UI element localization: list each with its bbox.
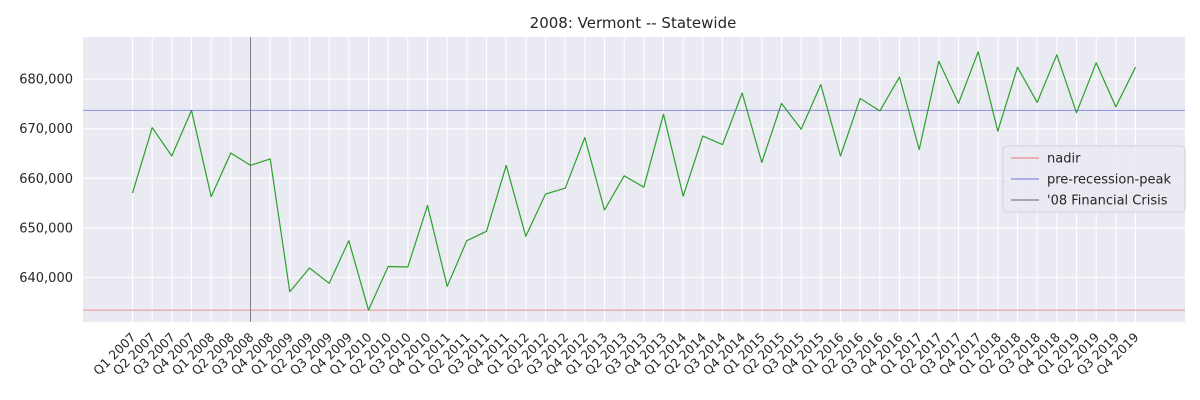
y-tick-label: 640,000 — [19, 271, 73, 286]
y-tick-label: 650,000 — [19, 221, 73, 236]
series-line — [131, 51, 1137, 311]
legend-label: pre-recession-peak — [1047, 173, 1171, 188]
y-tick-label: 670,000 — [19, 122, 73, 137]
y-tick-label: 680,000 — [19, 73, 73, 88]
legend-box — [1002, 145, 1186, 213]
y-tick-label: 660,000 — [19, 172, 73, 187]
chart-title: 2008: Vermont -- Statewide — [530, 14, 737, 32]
plot-area — [83, 37, 1185, 322]
legend: nadir pre-recession-peak '08 Financial Cri… — [1002, 145, 1186, 213]
legend-label: nadir — [1047, 152, 1081, 167]
legend-label: '08 Financial Crisis — [1047, 194, 1168, 209]
